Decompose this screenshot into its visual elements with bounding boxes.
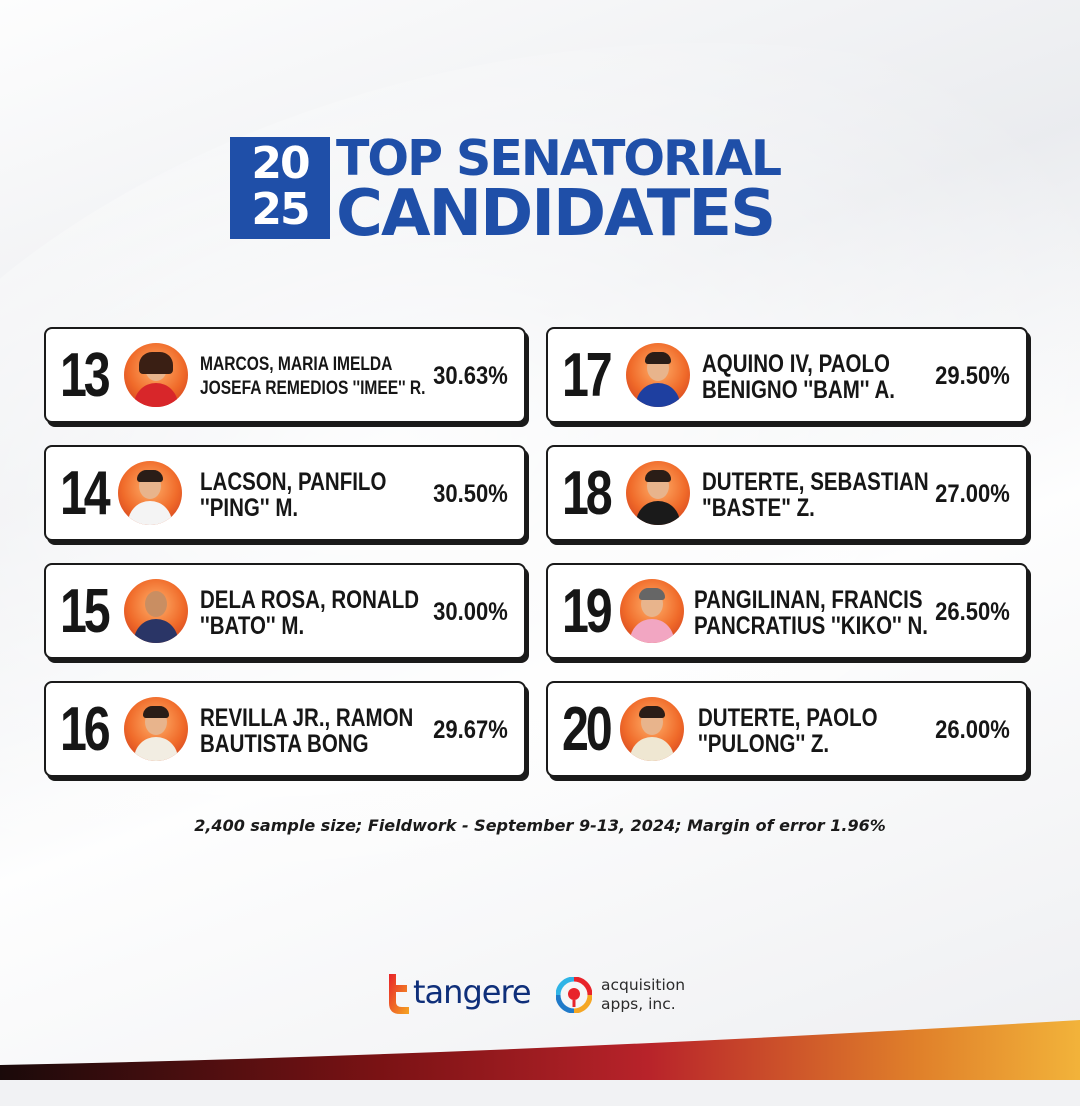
candidate-card: 17 AQUINO IV, PAOLO BENIGNO ''BAM'' A. 2… — [546, 327, 1028, 423]
candidate-rank: 17 — [562, 341, 613, 410]
candidate-name-line-1: MARCOS, MARIA IMELDA — [200, 354, 393, 375]
candidate-rank: 20 — [562, 695, 613, 764]
candidate-card: 16 REVILLA JR., RAMON BAUTISTA BONG 29.6… — [44, 681, 526, 777]
candidate-photo — [118, 461, 182, 525]
candidate-percent: 27.00% — [935, 480, 1010, 508]
candidate-name-line-1: DELA ROSA, RONALD — [200, 586, 420, 614]
candidate-photo — [124, 343, 188, 407]
candidate-percent: 30.50% — [433, 480, 508, 508]
candidate-name: AQUINO IV, PAOLO BENIGNO ''BAM'' A. — [702, 350, 895, 404]
candidate-name: LACSON, PANFILO ''PING'' M. — [200, 469, 389, 521]
candidate-name: PANGILINAN, FRANCIS PANCRATIUS ''KIKO'' … — [694, 586, 928, 640]
acquisition-apps-icon — [556, 977, 592, 1013]
candidate-rank: 16 — [60, 695, 111, 764]
acquisition-line-2: apps, inc. — [601, 995, 676, 1013]
tangere-wordmark: tangere — [413, 973, 532, 1011]
candidate-rank: 18 — [562, 459, 613, 528]
candidate-name-line-1: DUTERTE, SEBASTIAN — [702, 468, 929, 496]
candidate-photo — [620, 697, 684, 761]
tangere-t-icon — [389, 974, 409, 1014]
candidate-name-line-2: "BASTE" Z. — [702, 494, 815, 522]
title-line-1: TOP SENATORIAL — [336, 130, 782, 187]
candidate-percent: 29.50% — [935, 362, 1010, 390]
candidate-rank: 13 — [60, 341, 111, 410]
candidate-name-line-1: DUTERTE, PAOLO — [698, 704, 878, 732]
candidate-card: 18 DUTERTE, SEBASTIAN "BASTE" Z. 27.00% — [546, 445, 1028, 541]
candidate-name-line-2: JOSEFA REMEDIOS ''IMEE'' R. — [200, 378, 426, 399]
candidate-name: DELA ROSA, RONALD ''BATO'' M. — [200, 586, 420, 640]
tangere-logo: tangere — [385, 970, 535, 1016]
title-text: TOP SENATORIAL CANDIDATES — [336, 130, 782, 251]
candidate-name-line-2: PANCRATIUS ''KIKO'' N. — [694, 612, 928, 640]
page-title: 20 25 TOP SENATORIAL CANDIDATES — [230, 130, 850, 251]
candidate-photo — [124, 579, 188, 643]
survey-footnote: 2,400 sample size; Fieldwork - September… — [194, 816, 886, 835]
candidate-rank: 15 — [60, 577, 111, 646]
candidate-name-line-1: PANGILINAN, FRANCIS — [694, 586, 923, 614]
acquisition-line-1: acquisition — [601, 976, 686, 994]
title-line-2: CANDIDATES — [336, 177, 776, 251]
candidate-name: DUTERTE, SEBASTIAN "BASTE" Z. — [702, 468, 929, 522]
candidate-name-line-2: BENIGNO ''BAM'' A. — [702, 376, 895, 404]
candidate-card: 13 MARCOS, MARIA IMELDA JOSEFA REMEDIOS … — [44, 327, 526, 423]
candidate-name-line-2: BAUTISTA BONG — [200, 730, 369, 758]
year-top: 20 — [251, 138, 310, 189]
acquisition-apps-logo: acquisition apps, inc. — [556, 975, 716, 1017]
year-bottom: 25 — [251, 184, 310, 235]
candidate-percent: 26.00% — [935, 716, 1010, 744]
candidate-percent: 29.67% — [433, 716, 508, 744]
candidate-card: 14 LACSON, PANFILO ''PING'' M. 30.50% — [44, 445, 526, 541]
candidate-card: 15 DELA ROSA, RONALD ''BATO'' M. 30.00% — [44, 563, 526, 659]
candidate-name-line-1: AQUINO IV, PAOLO — [702, 350, 890, 378]
candidate-photo — [626, 461, 690, 525]
bottom-gradient-band — [0, 1020, 1080, 1080]
candidate-name-line-1: REVILLA JR., RAMON — [200, 704, 414, 732]
candidate-card: 19 PANGILINAN, FRANCIS PANCRATIUS ''KIKO… — [546, 563, 1028, 659]
candidate-name-line-2: ''PING'' M. — [200, 494, 299, 522]
candidate-photo — [626, 343, 690, 407]
candidate-rank: 14 — [60, 459, 111, 528]
candidate-card: 20 DUTERTE, PAOLO ''PULONG'' Z. 26.00% — [546, 681, 1028, 777]
candidate-name-line-2: ''BATO'' M. — [200, 612, 305, 640]
candidate-name-line-2: ''PULONG'' Z. — [698, 730, 830, 758]
candidate-photo — [124, 697, 188, 761]
year-badge: 20 25 — [230, 137, 330, 239]
candidate-percent: 30.63% — [433, 362, 508, 390]
candidate-photo — [620, 579, 684, 643]
candidate-percent: 26.50% — [935, 598, 1010, 626]
candidate-name: DUTERTE, PAOLO ''PULONG'' Z. — [698, 705, 887, 757]
candidate-rank: 19 — [562, 577, 613, 646]
candidate-name-line-1: LACSON, PANFILO — [200, 468, 387, 496]
candidate-percent: 30.00% — [433, 598, 508, 626]
acquisition-apps-wordmark: acquisition apps, inc. — [601, 976, 685, 1014]
candidate-name: MARCOS, MARIA IMELDA JOSEFA REMEDIOS ''I… — [200, 353, 426, 401]
candidate-name: REVILLA JR., RAMON BAUTISTA BONG — [200, 704, 414, 758]
